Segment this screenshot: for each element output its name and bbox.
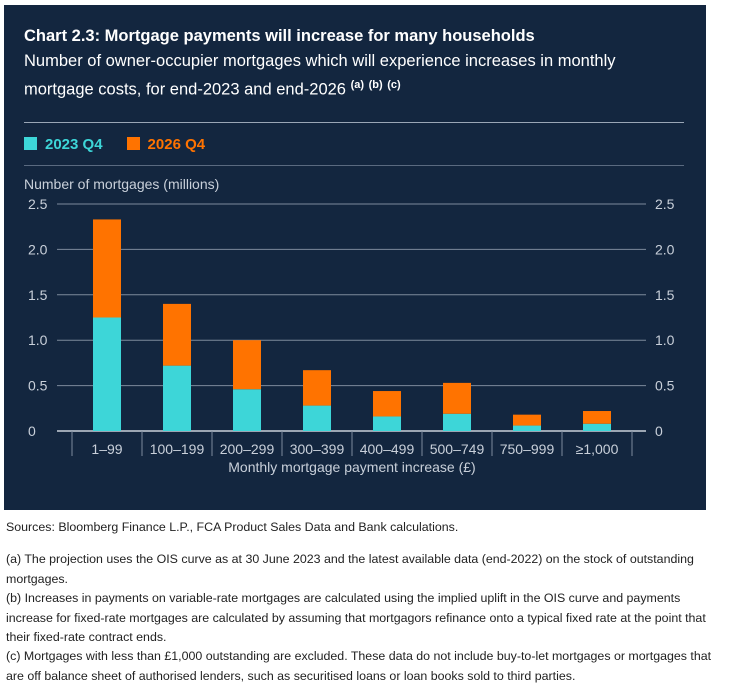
y-tick-label-left: 1.0	[28, 332, 48, 348]
footnote-ref-c[interactable]: (c)	[387, 79, 401, 91]
chart-title: Chart 2.3: Mortgage payments will increa…	[24, 27, 535, 45]
x-tick-label: 1–99	[91, 441, 122, 457]
divider	[24, 122, 684, 123]
bar-2026-q4	[233, 340, 261, 390]
y-tick-label-left: 0	[28, 423, 36, 439]
y-tick-label-left: 0.5	[28, 378, 48, 394]
subtitle-line-2: mortgage costs, for end-2023 and end-202…	[24, 80, 346, 99]
bar-2026-q4	[303, 370, 331, 406]
y-tick-label-right: 0.5	[655, 378, 675, 394]
footnote-c: (c) Mortgages with less than £1,000 outs…	[6, 649, 712, 683]
bar-2023-q4	[233, 389, 261, 431]
y-tick-label-right: 2.5	[655, 196, 675, 212]
y-axis-label: Number of mortgages (millions)	[24, 176, 220, 192]
bar-2023-q4	[93, 317, 121, 431]
footnote-ref-b[interactable]: (b)	[368, 79, 383, 91]
legend-label: 2023 Q4	[45, 136, 103, 153]
x-tick-label: 200–299	[220, 441, 275, 457]
legend-item-2023: 2023 Q4	[24, 136, 103, 153]
bar-2026-q4	[513, 414, 541, 426]
x-axis-label: Monthly mortgage payment increase (£)	[228, 459, 475, 475]
x-tick-label: 100–199	[150, 441, 205, 457]
x-tick-label: 300–399	[290, 441, 345, 457]
chart-plot: 0 0 0.5 0.5 1.0 1.0 1.5 1.5 2.0 2.0 2.5 2.5 1–99 100–…	[28, 196, 675, 475]
legend-item-2026: 2026 Q4	[126, 136, 206, 153]
footnote-ref-a[interactable]: (a)	[350, 79, 365, 91]
x-tick-label: ≥1,000	[576, 441, 619, 457]
legend-label: 2026 Q4	[147, 136, 206, 153]
y-tick-label-right: 0	[655, 423, 663, 439]
y-tick-label-left: 1.5	[28, 287, 48, 303]
x-tick-label: 750–999	[500, 441, 555, 457]
bar-2023-q4	[303, 405, 331, 431]
legend-swatch	[126, 137, 140, 150]
bar-2023-q4	[443, 413, 471, 431]
legend-swatch	[24, 137, 37, 150]
footnote-a: (a) The projection uses the OIS curve as…	[6, 552, 694, 586]
legend: 2023 Q4 2026 Q4	[24, 136, 205, 153]
bar-2023-q4	[373, 416, 401, 431]
footnote-b: (b) Increases in payments on variable-ra…	[6, 591, 706, 644]
divider	[24, 165, 684, 166]
bar-2026-q4	[583, 411, 611, 424]
x-tick-label: 400–499	[360, 441, 415, 457]
bar-2026-q4	[93, 219, 121, 318]
y-tick-label-right: 1.0	[655, 332, 675, 348]
bar-2026-q4	[373, 391, 401, 417]
bar-2023-q4	[163, 365, 191, 431]
bar-2023-q4	[583, 423, 611, 431]
sources-note: Sources: Bloomberg Finance L.P., FCA Pro…	[6, 520, 459, 534]
y-tick-label-right: 2.0	[655, 241, 675, 257]
y-tick-label-left: 2.5	[28, 196, 48, 212]
chart-subtitle-2: mortgage costs, for end-2023 and end-202…	[24, 79, 401, 100]
x-tick-label: 500–749	[430, 441, 485, 457]
bar-2023-q4	[513, 425, 541, 431]
y-tick-label-right: 1.5	[655, 287, 675, 303]
chart-subtitle: Number of owner-occupier mortgages which…	[24, 52, 616, 71]
bar-2026-q4	[163, 303, 191, 366]
y-tick-label-left: 2.0	[28, 241, 48, 257]
subtitle-line-1: Number of owner-occupier mortgages which…	[24, 52, 616, 70]
bar-2026-q4	[443, 382, 471, 414]
